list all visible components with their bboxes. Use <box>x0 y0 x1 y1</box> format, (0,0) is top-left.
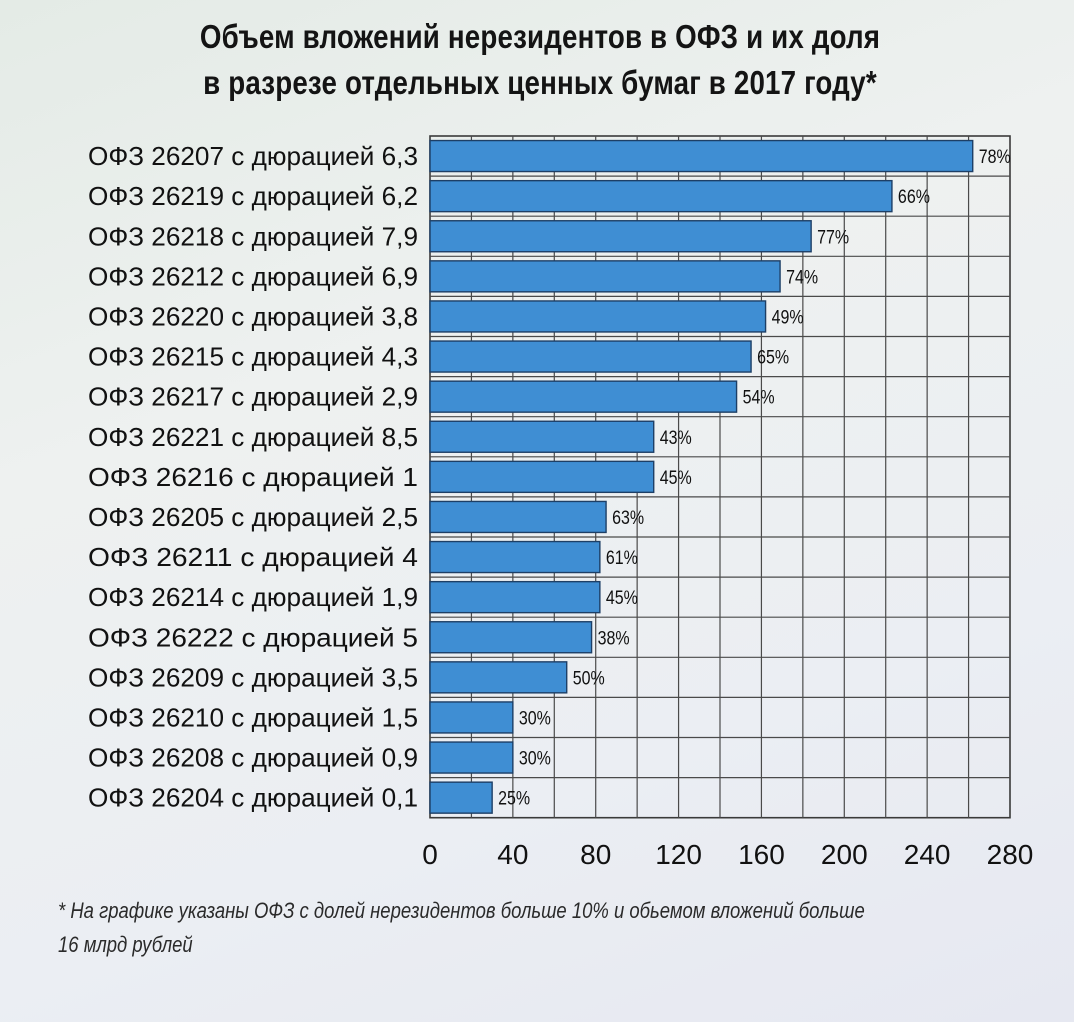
data-label: 78% <box>979 147 1011 168</box>
category-label: ОФЗ 26221 с дюрацией 8,5 <box>88 422 418 452</box>
chart-title-line: Объем вложений нерезидентов в ОФЗ и их д… <box>199 18 881 55</box>
bar <box>429 300 767 333</box>
x-tick-label: 280 <box>987 839 1034 870</box>
bar <box>429 500 607 534</box>
category-label: ОФЗ 26215 с дюрацией 4,3 <box>88 342 418 372</box>
footnote: * На графике указаны ОФЗ с долей нерезид… <box>58 894 1024 962</box>
bar <box>429 540 601 574</box>
data-label: 30% <box>519 708 551 729</box>
category-label: ОФЗ 26219 с дюрацией 6,2 <box>88 181 418 211</box>
data-label: 77% <box>817 227 849 248</box>
x-tick-label: 40 <box>497 839 528 870</box>
data-label: 25% <box>498 789 530 810</box>
data-label: 74% <box>786 267 818 288</box>
bars <box>429 139 974 814</box>
data-labels: 78% 66% 77% 74% 49% 65% 54% 43% 45% 63% 61% 45% 38% 5… <box>498 147 1011 810</box>
data-label: 30% <box>519 749 551 770</box>
category-label: ОФЗ 26211 с дюрацией 4 <box>88 542 418 572</box>
bar <box>429 179 893 213</box>
category-label: ОФЗ 26220 с дюрацией 3,8 <box>88 301 418 331</box>
x-tick-label: 240 <box>904 839 951 870</box>
bar <box>429 621 593 654</box>
category-label: ОФЗ 26218 с дюрацией 7,9 <box>88 221 418 251</box>
x-tick-label: 80 <box>580 839 611 870</box>
x-tick-label: 120 <box>655 839 702 870</box>
data-label: 65% <box>757 348 789 369</box>
data-label: 45% <box>660 468 692 489</box>
data-label: 50% <box>573 668 605 689</box>
bar <box>429 781 493 814</box>
bar-chart: ОФЗ 26207 с дюрацией 6,3 ОФЗ 26219 с дюра… <box>88 135 1033 870</box>
footnote-line: 16 млрд рублей <box>58 932 193 957</box>
data-label: 54% <box>743 388 775 409</box>
data-label: 45% <box>606 588 638 609</box>
x-tick-label: 200 <box>821 839 868 870</box>
category-label: ОФЗ 26207 с дюрацией 6,3 <box>88 141 418 171</box>
bar <box>429 701 514 734</box>
bar <box>429 661 568 694</box>
category-label: ОФЗ 26212 с дюрацией 6,9 <box>88 261 418 291</box>
category-label: ОФЗ 26208 с дюрацией 0,9 <box>88 743 418 773</box>
category-label: ОФЗ 26209 с дюрацией 3,5 <box>88 662 418 692</box>
bar <box>429 380 738 413</box>
x-tick-label: 0 <box>422 839 438 870</box>
data-label: 49% <box>772 307 804 328</box>
bar <box>429 741 514 774</box>
category-label: ОФЗ 26216 с дюрацией 1 <box>88 462 418 492</box>
bar <box>429 420 655 453</box>
category-label: ОФЗ 26214 с дюрацией 1,9 <box>88 582 418 612</box>
category-label: ОФЗ 26217 с дюрацией 2,9 <box>88 382 418 412</box>
data-label: 63% <box>612 508 644 529</box>
data-label: 61% <box>606 548 638 569</box>
bar <box>429 460 655 494</box>
bar <box>429 220 812 253</box>
bar <box>429 260 781 293</box>
chart-title-line: в разрезе отдельных ценных бумаг в 2017 … <box>203 64 877 101</box>
bar <box>429 340 752 373</box>
chart-title: Объем вложений нерезидентов в ОФЗ и их д… <box>137 14 943 106</box>
footnote-line: * На графике указаны ОФЗ с долей нерезид… <box>58 898 865 923</box>
category-label: ОФЗ 26204 с дюрацией 0,1 <box>88 783 418 813</box>
data-label: 43% <box>660 428 692 449</box>
category-label: ОФЗ 26222 с дюрацией 5 <box>88 622 418 652</box>
data-label: 66% <box>898 187 930 208</box>
data-label: 38% <box>598 628 630 649</box>
bar <box>429 580 601 614</box>
category-label: ОФЗ 26210 с дюрацией 1,5 <box>88 702 418 732</box>
category-labels: ОФЗ 26207 с дюрацией 6,3 ОФЗ 26219 с дюра… <box>88 141 418 813</box>
x-axis-ticks: 0 40 80 120 160 200 240 280 <box>422 839 1033 870</box>
x-tick-label: 160 <box>738 839 785 870</box>
category-label: ОФЗ 26205 с дюрацией 2,5 <box>88 502 418 532</box>
bar <box>429 139 974 173</box>
